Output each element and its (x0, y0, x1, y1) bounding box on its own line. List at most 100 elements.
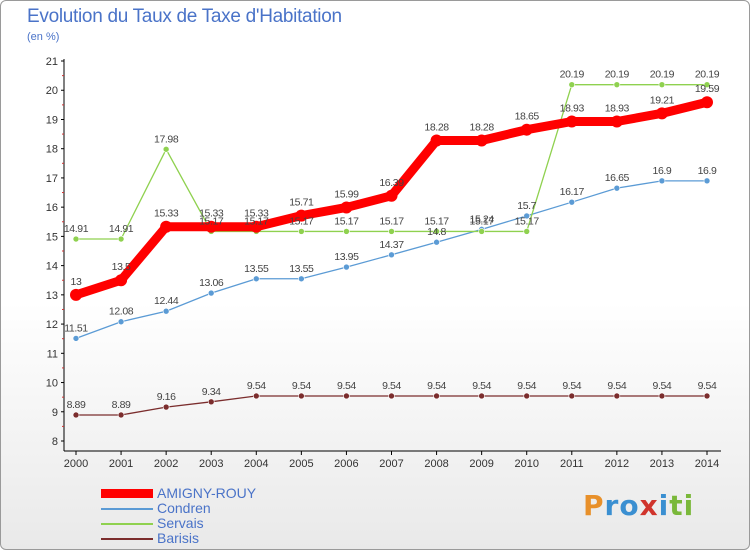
x-tick-label: 2003 (199, 458, 223, 470)
x-tick-label: 2012 (605, 458, 629, 470)
legend-label: Condren (157, 500, 211, 516)
data-point (388, 251, 395, 259)
data-point (523, 212, 531, 220)
x-tick-label: 2011 (560, 458, 584, 470)
legend-swatch (101, 489, 153, 498)
x-tick-label: 2009 (469, 458, 493, 470)
data-point (568, 392, 576, 400)
data-label: 14.37 (379, 239, 404, 251)
series-barisis (72, 392, 711, 419)
x-tick-label: 2006 (334, 458, 358, 470)
data-point (160, 220, 173, 233)
data-point (72, 335, 80, 342)
data-point (523, 228, 531, 235)
data-label: 13.95 (334, 251, 359, 263)
data-point (613, 184, 621, 192)
data-label: 9.54 (698, 380, 717, 392)
data-point (205, 220, 218, 233)
data-label: 9.54 (653, 380, 672, 392)
logo-letter: t (669, 489, 684, 522)
data-point (162, 145, 170, 153)
x-tick-label: 2005 (289, 458, 313, 470)
x-tick-label: 2010 (514, 458, 538, 470)
x-tick-label: 2007 (379, 458, 403, 470)
data-label: 8.89 (67, 399, 86, 411)
data-label: 13 (71, 276, 82, 288)
legend-item-barisis: Barisis (101, 531, 256, 546)
y-tick-label: 12 (46, 319, 58, 331)
data-point (207, 289, 215, 297)
data-label: 14.91 (109, 223, 134, 235)
data-label: 16.9 (653, 165, 672, 177)
y-tick-label: 19 (46, 114, 58, 126)
y-tick-label: 11 (47, 348, 58, 360)
data-label: 8.89 (112, 399, 131, 411)
data-point (523, 392, 531, 400)
legend-label: Barisis (157, 530, 200, 546)
y-tick-label: 21 (46, 56, 58, 68)
data-point (295, 209, 308, 222)
data-label: 12.44 (154, 295, 179, 307)
data-label: 9.54 (562, 380, 581, 392)
data-label: 20.19 (560, 69, 585, 81)
data-label: 19.21 (650, 94, 675, 106)
data-label: 16.9 (698, 165, 717, 177)
data-label: 15.71 (289, 197, 314, 209)
y-tick-label: 16 (46, 202, 58, 214)
logo-letter: o (619, 489, 640, 522)
data-point (701, 96, 713, 109)
data-label: 13.55 (244, 263, 269, 275)
data-point (117, 318, 125, 326)
data-label: 9.54 (427, 380, 446, 392)
data-point (70, 288, 82, 301)
data-point (658, 392, 666, 400)
data-label: 15.17 (199, 215, 224, 227)
data-label: 15.33 (199, 208, 224, 220)
data-point (565, 115, 578, 128)
data-point (520, 123, 533, 136)
data-label: 9.54 (382, 380, 401, 392)
data-label: 18.93 (560, 103, 585, 115)
series-line (75, 180, 707, 340)
legend-item-servais: Servais (101, 516, 256, 531)
data-label: 12.08 (109, 306, 134, 318)
data-label: 9.54 (517, 380, 536, 392)
data-label: 15.33 (244, 208, 269, 220)
data-label: 9.54 (337, 380, 356, 392)
data-label: 13.55 (289, 263, 314, 275)
data-point (658, 177, 666, 185)
data-point (478, 392, 485, 400)
data-point (613, 392, 621, 400)
data-point (430, 134, 443, 147)
data-point (252, 275, 260, 283)
data-point (72, 235, 80, 243)
axes: 8 9 10 11 12 13 14 15 16 17 18 19 20 21 2000 2001 2002 20… (46, 56, 721, 470)
y-tick-label: 8 (52, 436, 58, 448)
data-labels: 11.51 12.08 12.44 13.06 13.55 13.55 13.95 14.37… (64, 69, 720, 411)
data-point (343, 263, 350, 271)
data-label: 14.8 (427, 226, 446, 238)
data-label: 15.7 (517, 200, 536, 212)
data-point (298, 275, 305, 283)
data-label: 20.19 (650, 69, 675, 81)
data-point (385, 189, 398, 202)
data-label: 15.17 (379, 215, 404, 227)
data-label: 16.17 (560, 186, 585, 198)
data-label: 15.17 (424, 215, 449, 227)
data-point (298, 392, 305, 400)
legend-label: AMIGNY-ROUY (157, 485, 257, 501)
data-label: 15.17 (334, 215, 359, 227)
data-label: 15.24 (470, 213, 495, 225)
legend-item-condren: Condren (101, 501, 256, 516)
data-label: 18.28 (424, 122, 449, 134)
data-point (568, 81, 576, 88)
x-tick-label: 2014 (695, 458, 719, 470)
data-label: 18.28 (470, 122, 495, 134)
chart-unit: (en %) (27, 31, 60, 43)
data-label: 18.93 (605, 103, 630, 115)
x-tick-label: 2004 (244, 458, 268, 470)
data-point (703, 392, 711, 400)
data-point (658, 81, 666, 88)
